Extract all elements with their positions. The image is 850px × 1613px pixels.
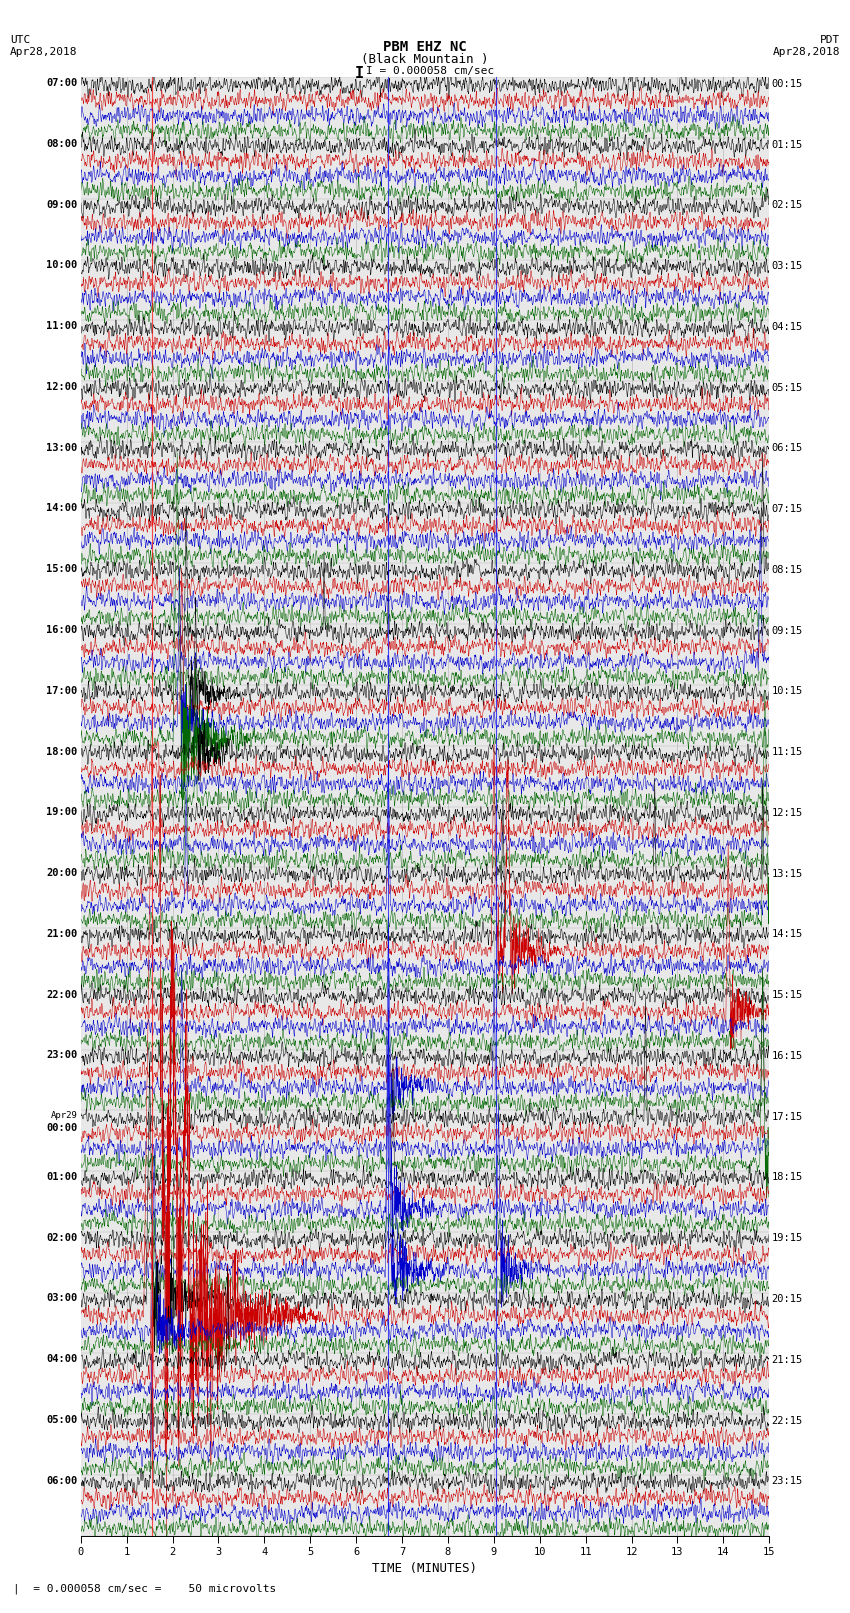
- Text: 03:15: 03:15: [771, 261, 802, 271]
- Text: 18:00: 18:00: [46, 747, 77, 756]
- Text: 07:00: 07:00: [46, 77, 77, 89]
- Text: 04:00: 04:00: [46, 1353, 77, 1365]
- Text: 10:00: 10:00: [46, 260, 77, 271]
- Text: 02:00: 02:00: [46, 1232, 77, 1242]
- Text: 08:00: 08:00: [46, 139, 77, 148]
- Text: 12:15: 12:15: [771, 808, 802, 818]
- Text: (Black Mountain ): (Black Mountain ): [361, 53, 489, 66]
- Text: 10:15: 10:15: [771, 687, 802, 697]
- Text: 16:00: 16:00: [46, 624, 77, 636]
- Text: 20:15: 20:15: [771, 1294, 802, 1303]
- Text: 19:00: 19:00: [46, 806, 77, 818]
- Text: 05:15: 05:15: [771, 382, 802, 392]
- Text: 23:00: 23:00: [46, 1050, 77, 1060]
- Text: UTC: UTC: [10, 35, 31, 45]
- Text: 09:00: 09:00: [46, 200, 77, 210]
- Text: Apr28,2018: Apr28,2018: [773, 47, 840, 56]
- Text: 23:15: 23:15: [771, 1476, 802, 1486]
- Text: 06:15: 06:15: [771, 444, 802, 453]
- Text: I: I: [355, 66, 364, 81]
- Text: 20:00: 20:00: [46, 868, 77, 877]
- Text: 21:00: 21:00: [46, 929, 77, 939]
- Text: 12:00: 12:00: [46, 382, 77, 392]
- Text: 08:15: 08:15: [771, 565, 802, 574]
- Text: Apr28,2018: Apr28,2018: [10, 47, 77, 56]
- Text: 04:15: 04:15: [771, 323, 802, 332]
- Text: 11:00: 11:00: [46, 321, 77, 331]
- Text: PBM EHZ NC: PBM EHZ NC: [383, 40, 467, 55]
- Text: 00:15: 00:15: [771, 79, 802, 89]
- Text: 14:15: 14:15: [771, 929, 802, 939]
- Text: 21:15: 21:15: [771, 1355, 802, 1365]
- Text: 03:00: 03:00: [46, 1294, 77, 1303]
- Text: 19:15: 19:15: [771, 1234, 802, 1244]
- X-axis label: TIME (MINUTES): TIME (MINUTES): [372, 1561, 478, 1574]
- Text: 05:00: 05:00: [46, 1415, 77, 1424]
- Text: 15:00: 15:00: [46, 565, 77, 574]
- Text: 14:00: 14:00: [46, 503, 77, 513]
- Text: 01:00: 01:00: [46, 1171, 77, 1182]
- Text: 00:00: 00:00: [46, 1123, 77, 1134]
- Text: 17:00: 17:00: [46, 686, 77, 695]
- Text: 13:00: 13:00: [46, 442, 77, 453]
- Text: 16:15: 16:15: [771, 1052, 802, 1061]
- Text: 02:15: 02:15: [771, 200, 802, 210]
- Text: 22:00: 22:00: [46, 989, 77, 1000]
- Text: 15:15: 15:15: [771, 990, 802, 1000]
- Text: 11:15: 11:15: [771, 747, 802, 756]
- Text: PDT: PDT: [819, 35, 840, 45]
- Text: 09:15: 09:15: [771, 626, 802, 636]
- Text: 06:00: 06:00: [46, 1476, 77, 1486]
- Text: 01:15: 01:15: [771, 140, 802, 150]
- Text: Apr29: Apr29: [50, 1111, 77, 1119]
- Text: 18:15: 18:15: [771, 1173, 802, 1182]
- Text: |  = 0.000058 cm/sec =    50 microvolts: | = 0.000058 cm/sec = 50 microvolts: [13, 1582, 276, 1594]
- Text: 13:15: 13:15: [771, 869, 802, 879]
- Text: 22:15: 22:15: [771, 1416, 802, 1426]
- Text: 07:15: 07:15: [771, 505, 802, 515]
- Text: I = 0.000058 cm/sec: I = 0.000058 cm/sec: [366, 66, 494, 76]
- Text: 17:15: 17:15: [771, 1111, 802, 1121]
